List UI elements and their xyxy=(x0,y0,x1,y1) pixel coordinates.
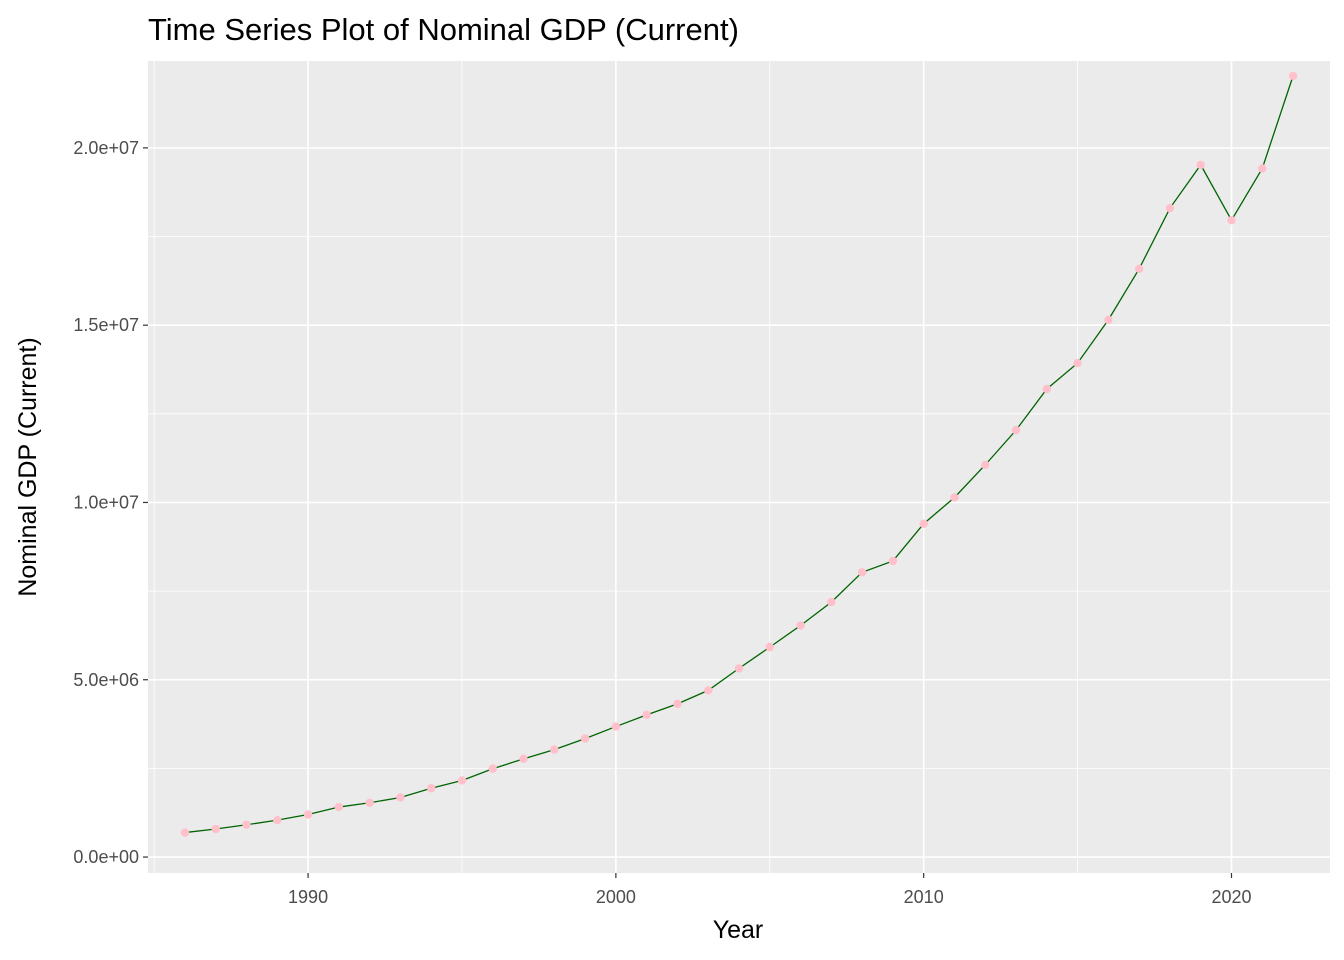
y-tick-label: 0.0e+00 xyxy=(73,847,139,867)
data-point xyxy=(950,493,959,502)
data-point xyxy=(673,699,682,709)
data-point xyxy=(580,734,590,743)
data-point xyxy=(426,784,436,793)
data-point xyxy=(396,793,405,802)
data-point xyxy=(1011,425,1021,435)
data-point xyxy=(734,664,744,673)
data-point xyxy=(273,815,282,825)
data-point xyxy=(981,460,990,470)
major-gridlines xyxy=(148,61,1330,873)
data-point xyxy=(1196,160,1205,170)
y-tick-label: 1.0e+07 xyxy=(73,492,139,512)
y-tick-label: 5.0e+06 xyxy=(73,670,139,690)
data-point xyxy=(1258,164,1267,173)
data-point xyxy=(488,764,497,773)
chart-title: Time Series Plot of Nominal GDP (Current… xyxy=(148,12,739,47)
data-point xyxy=(611,722,621,731)
data-point xyxy=(1104,315,1113,325)
data-point xyxy=(704,686,713,695)
data-point xyxy=(550,745,559,754)
data-point xyxy=(365,798,374,807)
data-point xyxy=(1227,216,1236,225)
x-tick-label: 2000 xyxy=(596,887,636,907)
minor-gridlines xyxy=(148,58,1330,873)
y-tick-label: 2.0e+07 xyxy=(73,138,139,158)
data-point xyxy=(888,556,898,566)
data-point xyxy=(457,776,467,785)
data-point xyxy=(334,802,344,812)
data-point xyxy=(303,810,313,819)
data-point xyxy=(796,621,805,630)
data-point xyxy=(1134,264,1144,273)
data-point xyxy=(211,824,220,834)
data-point xyxy=(1073,358,1082,368)
data-point xyxy=(1288,71,1298,81)
y-axis-title: Nominal GDP (Current) xyxy=(14,337,42,596)
data-point xyxy=(242,820,251,829)
x-axis: 1990 2000 2010 2020 xyxy=(288,873,1252,907)
data-point xyxy=(1042,384,1052,394)
x-axis-title: Year xyxy=(713,916,764,944)
data-points xyxy=(180,71,1298,837)
plot-panel xyxy=(148,61,1330,873)
data-point xyxy=(519,754,528,764)
data-point xyxy=(827,597,836,607)
y-tick-label: 1.5e+07 xyxy=(73,315,139,335)
x-tick-label: 2020 xyxy=(1211,887,1251,907)
x-tick-label: 1990 xyxy=(288,887,328,907)
data-point xyxy=(919,519,928,528)
data-point xyxy=(1165,203,1175,213)
data-point xyxy=(642,710,651,720)
data-point xyxy=(857,568,867,577)
data-point xyxy=(180,828,190,837)
x-tick-label: 2010 xyxy=(904,887,944,907)
y-axis: 0.0e+00 5.0e+06 1.0e+07 1.5e+07 2.0e+07 xyxy=(73,138,148,867)
data-point xyxy=(765,642,774,652)
